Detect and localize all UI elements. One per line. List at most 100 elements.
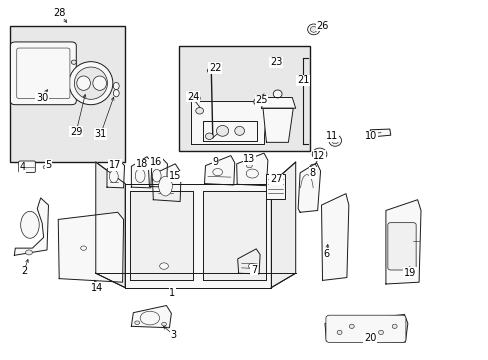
FancyBboxPatch shape [325, 315, 405, 342]
Ellipse shape [331, 137, 338, 144]
Ellipse shape [309, 164, 316, 170]
Text: 17: 17 [109, 160, 121, 170]
Polygon shape [131, 157, 152, 188]
Ellipse shape [93, 76, 106, 90]
Ellipse shape [71, 77, 76, 81]
Text: 9: 9 [212, 157, 218, 167]
Ellipse shape [195, 108, 203, 114]
Ellipse shape [25, 250, 32, 255]
Ellipse shape [315, 150, 324, 158]
Ellipse shape [348, 324, 353, 328]
Ellipse shape [77, 76, 90, 90]
Ellipse shape [74, 67, 107, 99]
Polygon shape [107, 159, 124, 188]
FancyBboxPatch shape [387, 223, 415, 270]
Polygon shape [58, 212, 123, 282]
Ellipse shape [207, 68, 215, 73]
Text: 2: 2 [21, 266, 27, 276]
Polygon shape [325, 315, 407, 342]
Ellipse shape [161, 322, 166, 326]
Ellipse shape [216, 126, 228, 136]
Text: 24: 24 [187, 92, 199, 102]
Text: 13: 13 [243, 154, 255, 164]
FancyBboxPatch shape [19, 161, 35, 172]
Polygon shape [271, 162, 295, 288]
Polygon shape [125, 184, 271, 288]
Text: 3: 3 [170, 330, 177, 340]
FancyBboxPatch shape [10, 42, 76, 105]
Ellipse shape [245, 169, 258, 178]
Polygon shape [203, 191, 266, 280]
Text: 16: 16 [149, 157, 162, 167]
Text: 23: 23 [269, 57, 282, 67]
Ellipse shape [328, 135, 341, 146]
Ellipse shape [378, 330, 383, 334]
Text: 31: 31 [94, 129, 106, 139]
Polygon shape [204, 156, 234, 185]
Ellipse shape [113, 82, 119, 90]
Text: 21: 21 [296, 75, 308, 85]
Polygon shape [369, 129, 390, 137]
Polygon shape [321, 194, 348, 280]
Polygon shape [385, 200, 420, 284]
Ellipse shape [253, 98, 262, 105]
Ellipse shape [135, 169, 145, 183]
Text: 7: 7 [251, 265, 257, 275]
Polygon shape [237, 249, 260, 274]
Ellipse shape [248, 264, 255, 269]
Polygon shape [263, 108, 293, 142]
Ellipse shape [391, 324, 396, 328]
Polygon shape [298, 163, 320, 212]
Ellipse shape [205, 133, 213, 139]
Ellipse shape [140, 311, 159, 325]
Text: 10: 10 [365, 131, 377, 141]
Ellipse shape [43, 165, 48, 169]
Text: 8: 8 [309, 168, 315, 178]
Ellipse shape [191, 95, 200, 102]
Polygon shape [152, 164, 181, 202]
Text: 15: 15 [169, 171, 181, 181]
Ellipse shape [135, 321, 140, 324]
Polygon shape [261, 98, 295, 108]
Text: 22: 22 [208, 63, 221, 73]
Text: 30: 30 [36, 93, 48, 103]
Polygon shape [190, 101, 264, 144]
Polygon shape [236, 153, 267, 186]
FancyBboxPatch shape [17, 48, 70, 99]
Ellipse shape [158, 176, 172, 196]
Polygon shape [14, 198, 48, 255]
Ellipse shape [113, 90, 119, 97]
Text: 14: 14 [91, 283, 103, 293]
Text: 1: 1 [169, 288, 175, 298]
Text: 19: 19 [404, 267, 416, 278]
Text: 26: 26 [316, 21, 328, 31]
Ellipse shape [273, 90, 282, 98]
Polygon shape [96, 162, 125, 288]
Polygon shape [148, 158, 167, 187]
Text: 4: 4 [20, 162, 26, 172]
Bar [266, 174, 285, 199]
Text: 11: 11 [325, 131, 338, 141]
Ellipse shape [81, 246, 86, 250]
Text: 25: 25 [255, 95, 267, 105]
Text: 5: 5 [45, 160, 52, 170]
Ellipse shape [307, 24, 319, 35]
Ellipse shape [312, 148, 326, 160]
Ellipse shape [310, 27, 317, 32]
Ellipse shape [152, 170, 161, 182]
Text: 28: 28 [53, 8, 65, 18]
Ellipse shape [246, 163, 252, 168]
Ellipse shape [71, 60, 76, 64]
Ellipse shape [212, 168, 222, 176]
Bar [178, 45, 310, 151]
Ellipse shape [69, 62, 113, 105]
Ellipse shape [336, 330, 341, 334]
Polygon shape [130, 191, 193, 280]
Text: 6: 6 [323, 248, 329, 258]
Ellipse shape [109, 170, 118, 183]
Text: 12: 12 [313, 150, 325, 161]
Ellipse shape [20, 211, 39, 238]
Polygon shape [131, 306, 171, 328]
Ellipse shape [159, 263, 168, 269]
Text: 20: 20 [364, 333, 376, 343]
